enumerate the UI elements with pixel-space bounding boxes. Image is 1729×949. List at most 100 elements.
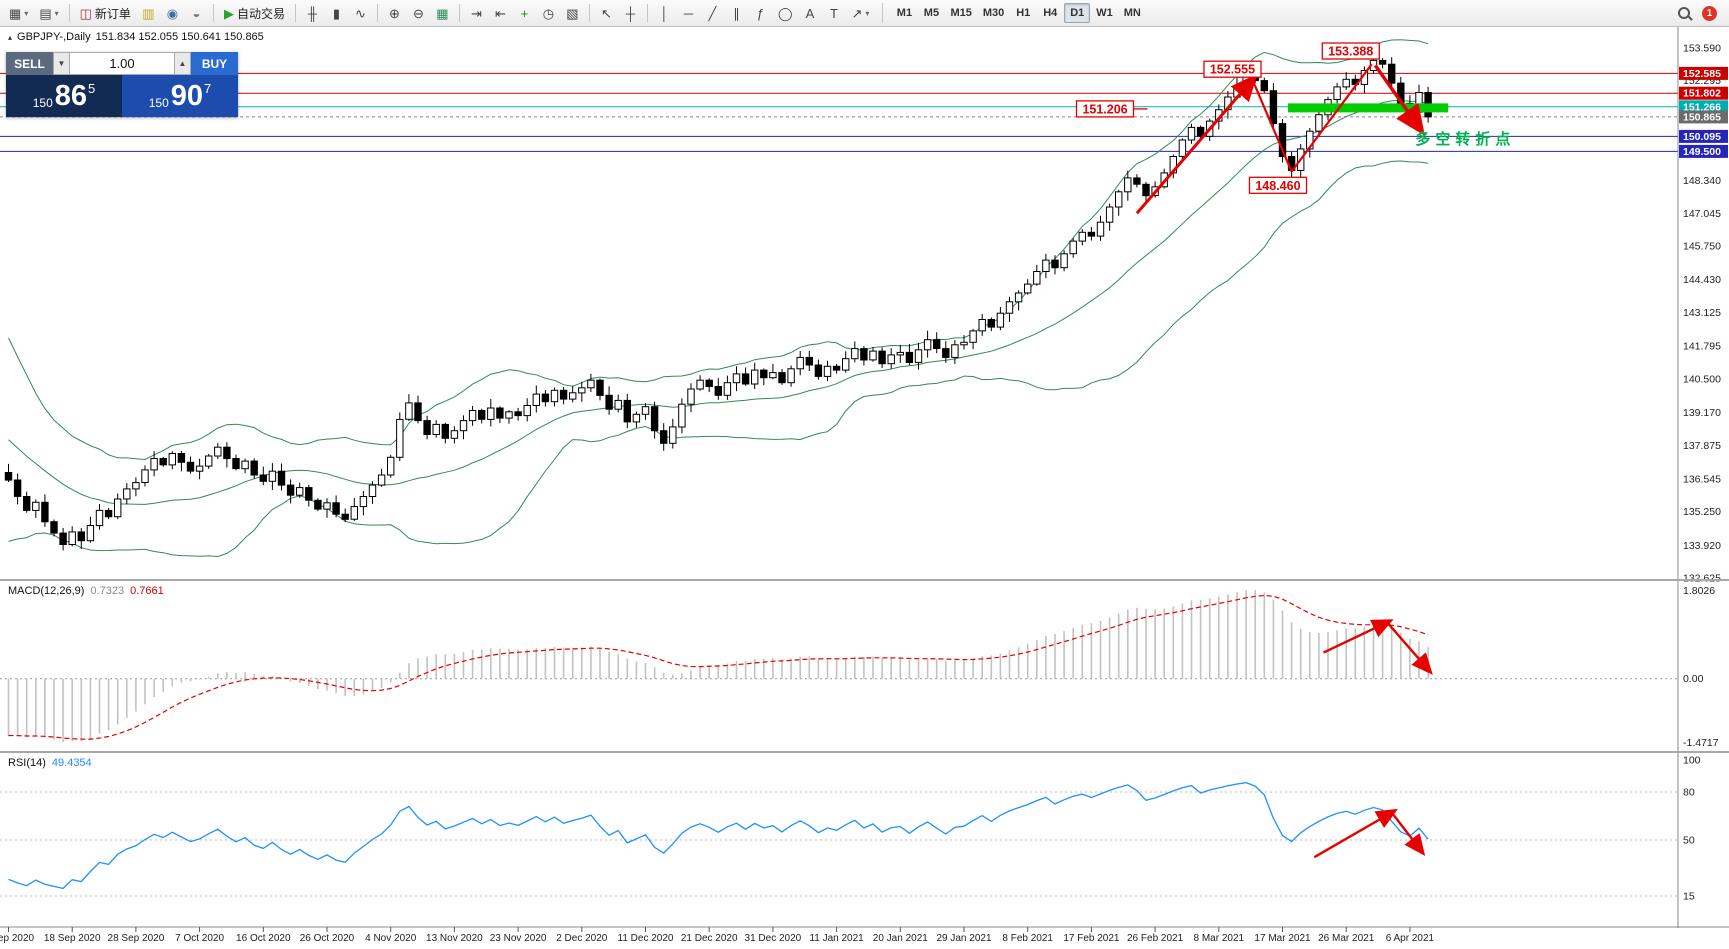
- search-icon[interactable]: [1676, 5, 1692, 21]
- trendline-button-icon: ╱: [708, 5, 717, 21]
- add-indicator-button[interactable]: +: [513, 2, 536, 24]
- svg-text:132.625: 132.625: [1683, 572, 1721, 584]
- crosshair-button-icon: ┼: [625, 5, 636, 21]
- time-axis: 8 Sep 2020 18 Sep 2020 28 Sep 2020 7 Oct 20…: [0, 927, 1435, 944]
- price-callout[interactable]: 151.206: [1075, 100, 1148, 118]
- fibonacci-button[interactable]: ƒ: [749, 2, 772, 24]
- symbol-expand-icon[interactable]: ▴: [8, 32, 13, 42]
- timeframe-h1[interactable]: H1: [1016, 7, 1031, 19]
- toolbar: ▦ ▾ ▤ ▾ ◫ 新订单 ▥ ◉ ◒ ▶ 自动交易 ╫ ▮ ∿ ⊕ ⊖ ▦ ⇥ ⇤ + ◷ ▧ ↖ ┼ │ ─ ╱ ∥ ƒ ◯ A T ↗ ▾ …: [0, 0, 1729, 27]
- svg-text:20 Jan 2021: 20 Jan 2021: [873, 933, 928, 944]
- period-button[interactable]: ◷: [537, 2, 560, 24]
- cursor-button[interactable]: ↖: [595, 2, 618, 24]
- rsi-trend-arrow[interactable]: [1390, 811, 1426, 857]
- macd-trend-arrow[interactable]: [1386, 621, 1433, 675]
- svg-text:147.045: 147.045: [1683, 208, 1721, 220]
- svg-text:26 Feb 2021: 26 Feb 2021: [1127, 933, 1184, 944]
- svg-text:143.125: 143.125: [1683, 307, 1721, 319]
- trend-arrow[interactable]: [1252, 81, 1293, 173]
- rsi-axis: 100 80 50 15: [0, 755, 1701, 903]
- trend-arrow[interactable]: [1373, 64, 1425, 136]
- timeframe-m5[interactable]: M5: [923, 7, 940, 19]
- new-order-button[interactable]: ◫ 新订单: [75, 2, 136, 24]
- chevron-down-icon: ▾: [865, 8, 870, 18]
- timeframe-m1[interactable]: M1: [896, 7, 913, 19]
- timeframe-m15[interactable]: M15: [950, 7, 972, 19]
- toolbar-right: 1: [1676, 5, 1725, 21]
- crosshair-button[interactable]: ┼: [619, 2, 642, 24]
- trendline-button[interactable]: ╱: [701, 2, 724, 24]
- price-label: 150.865: [1679, 110, 1728, 124]
- vertical-line-button-icon: │: [660, 5, 669, 21]
- vertical-line-button[interactable]: │: [653, 2, 676, 24]
- market-watch-button[interactable]: ▥: [137, 2, 160, 24]
- chart-shift-button[interactable]: ⇤: [489, 2, 512, 24]
- templates-button[interactable]: ▧: [561, 2, 584, 24]
- horizontal-line-button[interactable]: ─: [677, 2, 700, 24]
- notification-badge[interactable]: 1: [1702, 5, 1717, 21]
- svg-text:0.00: 0.00: [1683, 673, 1704, 685]
- rsi-trend-arrow[interactable]: [1313, 808, 1398, 859]
- timeframe-m30[interactable]: M30: [982, 7, 1005, 19]
- support-zone-bar[interactable]: [1288, 103, 1449, 113]
- arrows-tool-button[interactable]: ↗ ▾: [847, 2, 875, 24]
- trade-prices-row: 150 86 5 150 90 7: [6, 75, 238, 117]
- cn-annotation-text[interactable]: 多空转折点: [1415, 130, 1515, 148]
- text-button[interactable]: A: [799, 2, 822, 24]
- new-chart-button[interactable]: ▦ ▾: [4, 2, 33, 24]
- timeframe-h4[interactable]: H4: [1043, 7, 1058, 19]
- svg-text:6 Apr 2021: 6 Apr 2021: [1386, 933, 1435, 944]
- trend-arrow[interactable]: [1135, 73, 1258, 215]
- volume-decrease-button[interactable]: ▼: [53, 52, 70, 75]
- label-button[interactable]: T: [823, 2, 846, 24]
- line-chart-button[interactable]: ∿: [349, 2, 372, 24]
- buy-price-display[interactable]: 150 90 7: [122, 75, 238, 117]
- channel-button[interactable]: ∥: [725, 2, 748, 24]
- navigator-button-icon: ◉: [166, 5, 179, 21]
- profiles-button[interactable]: ▤ ▾: [34, 2, 63, 24]
- volume-input[interactable]: [70, 52, 174, 75]
- bar-chart-button[interactable]: ╫: [301, 2, 324, 24]
- cursor-button-icon: ↖: [601, 5, 612, 21]
- terminal-button[interactable]: ◒: [185, 2, 208, 24]
- price-callout[interactable]: 152.555: [1203, 60, 1262, 78]
- svg-text:26 Oct 2020: 26 Oct 2020: [300, 933, 355, 944]
- toolbar-separator: [458, 4, 460, 22]
- svg-text:29 Jan 2021: 29 Jan 2021: [936, 933, 991, 944]
- trend-arrows-layer: [1135, 63, 1425, 215]
- macd-label: MACD(12,26,9) 0.7323 0.7661: [8, 585, 164, 597]
- navigator-button[interactable]: ◉: [161, 2, 184, 24]
- buy-price-prefix: 150: [148, 96, 169, 110]
- shapes-button[interactable]: ◯: [773, 2, 798, 24]
- rsi-label: RSI(14) 49.4354: [8, 757, 92, 769]
- arrows-tool-button-icon: ↗: [851, 5, 863, 21]
- buy-price-sup: 7: [204, 81, 212, 96]
- macd-trend-arrow[interactable]: [1322, 619, 1394, 654]
- autotrading-button[interactable]: ▶ 自动交易: [219, 2, 290, 24]
- timeframe-w1[interactable]: W1: [1096, 7, 1113, 19]
- candlestick-chart-button[interactable]: ▮: [325, 2, 348, 24]
- trend-arrow[interactable]: [1290, 63, 1373, 173]
- sell-price-display[interactable]: 150 86 5: [6, 75, 122, 117]
- price-label: 150.095: [1679, 129, 1728, 143]
- symbol-name: GBPJPY-,Daily: [17, 31, 91, 43]
- svg-text:4 Nov 2020: 4 Nov 2020: [365, 933, 417, 944]
- tile-windows-button[interactable]: ▦: [431, 2, 454, 24]
- zoom-in-button[interactable]: ⊕: [383, 2, 406, 24]
- buy-button[interactable]: BUY: [191, 52, 238, 75]
- auto-scroll-button[interactable]: ⇥: [465, 2, 488, 24]
- chart-canvas[interactable]: 151.206 152.555 153.388 148.460 多空转折点 153.590…: [0, 27, 1729, 949]
- timeframe-mn[interactable]: MN: [1123, 7, 1141, 19]
- timeframe-d1[interactable]: D1: [1064, 3, 1091, 23]
- svg-text:151.266: 151.266: [1683, 101, 1721, 113]
- price-callout[interactable]: 148.460: [1248, 176, 1308, 194]
- zoom-out-button[interactable]: ⊖: [407, 2, 430, 24]
- sell-price-prefix: 150: [32, 96, 53, 110]
- svg-text:152.585: 152.585: [1683, 68, 1721, 80]
- price-callout[interactable]: 153.388: [1321, 42, 1380, 60]
- svg-text:151.206: 151.206: [1082, 102, 1127, 116]
- toolbar-separator: [294, 4, 296, 22]
- sell-button[interactable]: SELL: [6, 52, 53, 75]
- price-label: 149.500: [1679, 144, 1728, 158]
- volume-increase-button[interactable]: ▲: [174, 52, 191, 75]
